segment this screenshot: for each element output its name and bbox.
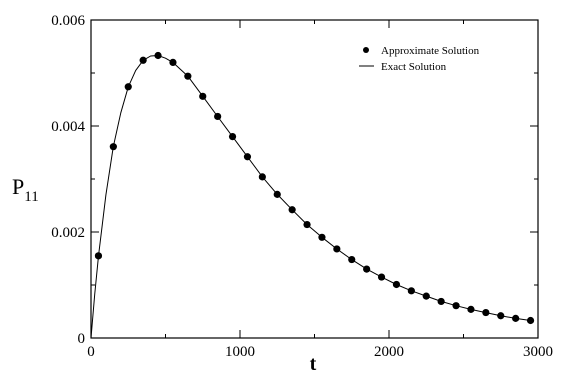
approximate-solution-point (452, 302, 460, 310)
approximate-solution-point (139, 56, 147, 64)
approximate-solution-point (273, 190, 281, 198)
approximate-solution-point (348, 255, 356, 264)
y-axis-title: P11 (12, 174, 39, 205)
approximate-solution-point (228, 133, 237, 141)
approximate-solution-point (392, 280, 401, 289)
x-axis-title: t (310, 353, 317, 370)
y-axis-title-main: P (12, 174, 24, 199)
approximate-solution-point (512, 314, 520, 322)
approximate-solution-point (482, 308, 490, 317)
approximate-solution-point (407, 287, 415, 295)
approximate-solution-point (497, 312, 505, 320)
approximate-solution-point (288, 206, 296, 214)
approximate-solution-point (243, 153, 252, 161)
axis-ticks (90, 19, 539, 339)
approximate-solution-point (109, 143, 117, 151)
approximate-solution-point (258, 173, 266, 181)
y-tick-label: 0.006 (51, 13, 85, 29)
approximate-solution-point (318, 233, 326, 241)
approximate-solution-point (214, 112, 222, 121)
approximate-solution-point (94, 252, 103, 260)
x-tick-label: 1000 (225, 344, 255, 360)
legend-label-exact: Exact Solution (381, 61, 447, 73)
exact-solution-line (90, 55, 531, 339)
approximate-solution-point (184, 72, 192, 80)
series-layer (90, 51, 535, 339)
approximate-solution-point (467, 305, 475, 313)
approximate-solution-point (363, 265, 371, 273)
legend: Approximate Solution Exact Solution (359, 45, 480, 73)
y-tick-label: 0.002 (51, 225, 85, 241)
tick-labels: 0 1000 2000 3000 0 0.002 0.004 0.006 (51, 13, 553, 360)
approximate-solution-point (377, 273, 386, 281)
approximate-solution-point (124, 83, 132, 91)
legend-marker-approximate (363, 47, 369, 53)
approximate-solution-point (437, 297, 445, 306)
y-tick-label: 0.004 (51, 119, 85, 135)
approximate-solution-point (422, 292, 430, 300)
approximate-solution-point (154, 51, 162, 60)
x-tick-label: 0 (87, 344, 95, 360)
y-axis-title-subscript: 11 (24, 189, 38, 205)
plot-frame (90, 19, 539, 339)
approximate-solution-point (526, 316, 535, 325)
approximate-solution-point (333, 245, 341, 253)
x-tick-label: 3000 (523, 344, 553, 360)
legend-label-approximate: Approximate Solution (381, 45, 480, 57)
approximate-solution-point (169, 58, 177, 66)
y-tick-label: 0 (78, 331, 86, 347)
x-tick-label: 2000 (374, 344, 404, 360)
approximate-solution-point (303, 220, 311, 229)
approximate-solution-point (199, 92, 207, 100)
